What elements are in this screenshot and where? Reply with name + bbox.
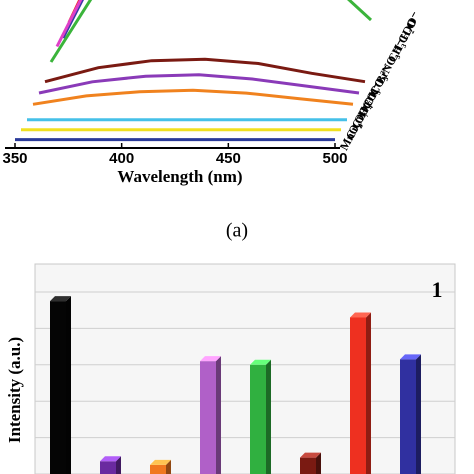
plot-background xyxy=(34,263,456,474)
spectrum-line xyxy=(32,88,354,106)
bar-side xyxy=(366,312,371,474)
spectrum-line xyxy=(61,0,84,39)
bar-side xyxy=(66,296,71,474)
bar-side xyxy=(216,356,221,474)
spectrum-line xyxy=(44,57,366,84)
bar-top xyxy=(200,356,221,362)
x-tick-label: 400 xyxy=(109,150,134,167)
bar-top xyxy=(300,452,321,458)
spectra-axis: 350 400 450 500 xyxy=(2,143,348,167)
bar-side xyxy=(266,359,271,474)
bar xyxy=(250,364,266,474)
bar xyxy=(100,461,116,474)
y-axis-title: Intensity (a.u.) xyxy=(5,337,24,443)
spectrum-line xyxy=(38,73,360,95)
spectrum-line xyxy=(49,0,373,63)
spectrum-line xyxy=(55,0,83,48)
bar-top xyxy=(150,459,171,465)
bar-top xyxy=(350,312,371,318)
bar xyxy=(300,457,316,474)
x-tick-label: 500 xyxy=(322,150,347,167)
x-axis-title: Wavelength (nm) xyxy=(117,167,242,186)
bar-plot xyxy=(34,263,456,474)
bar-top xyxy=(250,359,271,365)
panel-label: 1 xyxy=(432,277,443,302)
bar xyxy=(350,317,366,474)
bar-side xyxy=(116,456,121,474)
spectra-plot xyxy=(15,0,373,142)
bar xyxy=(150,464,166,474)
bar-top xyxy=(100,456,121,462)
bar-side xyxy=(166,459,171,474)
x-tick-label: 350 xyxy=(2,150,27,167)
bar xyxy=(200,361,216,474)
bar xyxy=(50,301,66,474)
bar-side xyxy=(416,354,421,474)
bar-top xyxy=(50,296,71,302)
x-tick-label: 450 xyxy=(216,150,241,167)
bar-side xyxy=(316,452,321,474)
bar-top xyxy=(400,354,421,360)
bar xyxy=(400,359,416,474)
caption: (a) xyxy=(226,220,248,242)
spectrum-line xyxy=(67,0,82,24)
spectrum-line xyxy=(73,0,83,15)
